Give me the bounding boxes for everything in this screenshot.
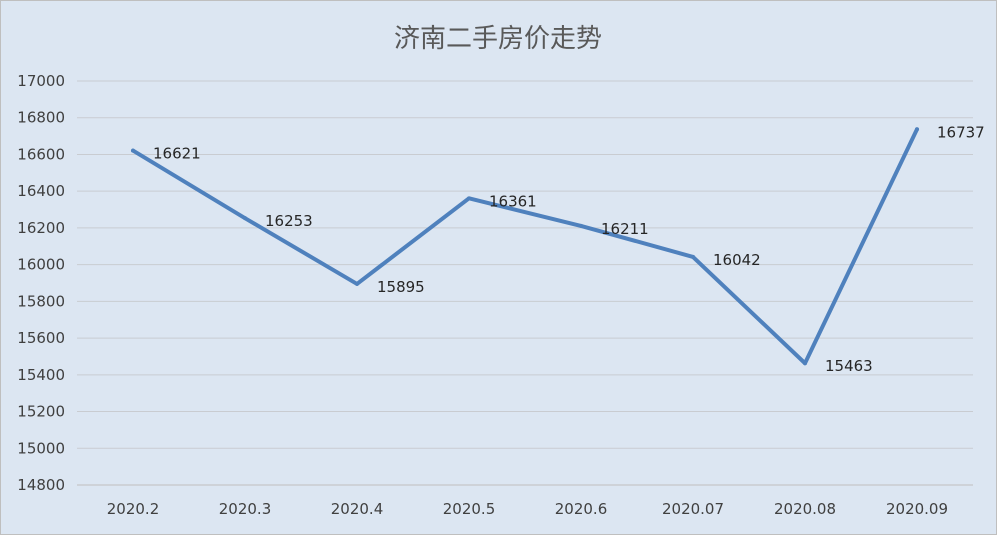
- y-tick-label: 16400: [17, 182, 65, 200]
- y-tick-label: 16000: [17, 256, 65, 274]
- series-line: [131, 127, 919, 366]
- gridlines: [77, 80, 973, 486]
- data-labels: 16621 16253 15895 16361 16211 16042 15463 16737: [153, 123, 985, 375]
- x-tick-label: 2020.08: [774, 500, 836, 518]
- y-tick-label: 16800: [17, 109, 65, 127]
- x-tick-label: 2020.6: [555, 500, 608, 518]
- x-tick-label: 2020.09: [886, 500, 948, 518]
- data-label: 15463: [825, 357, 873, 375]
- x-tick-label: 2020.3: [219, 500, 272, 518]
- data-label: 16737: [937, 123, 985, 141]
- y-tick-label: 16200: [17, 219, 65, 237]
- series-group: [131, 127, 919, 366]
- data-point: [131, 148, 135, 153]
- data-point: [579, 223, 583, 228]
- y-axis-ticks: 14800 15000 15200 15400 15600 15800 16000 16200…: [17, 72, 65, 494]
- data-point: [467, 196, 471, 201]
- data-point: [803, 361, 807, 366]
- y-tick-label: 14800: [17, 476, 65, 494]
- data-point: [915, 127, 919, 132]
- data-point: [355, 281, 359, 286]
- y-tick-label: 15000: [17, 439, 65, 457]
- data-label: 16361: [489, 192, 537, 210]
- x-tick-label: 2020.4: [331, 500, 384, 518]
- x-axis-ticks: 2020.2 2020.3 2020.4 2020.5 2020.6 2020.07 202…: [107, 500, 948, 518]
- data-point: [691, 254, 695, 259]
- y-tick-label: 15200: [17, 403, 65, 421]
- y-tick-label: 15400: [17, 366, 65, 384]
- data-label: 16621: [153, 145, 201, 163]
- data-label: 15895: [377, 278, 425, 296]
- y-tick-label: 17000: [17, 72, 65, 90]
- chart-title: 济南二手房价走势: [394, 24, 602, 54]
- y-tick-label: 16600: [17, 145, 65, 163]
- data-point: [243, 216, 247, 221]
- data-label: 16042: [713, 251, 761, 269]
- x-tick-label: 2020.07: [662, 500, 724, 518]
- data-label: 16211: [601, 220, 649, 238]
- x-tick-label: 2020.5: [443, 500, 496, 518]
- y-tick-label: 15800: [17, 292, 65, 310]
- data-label: 16253: [265, 212, 313, 230]
- x-tick-label: 2020.2: [107, 500, 160, 518]
- y-tick-label: 15600: [17, 329, 65, 347]
